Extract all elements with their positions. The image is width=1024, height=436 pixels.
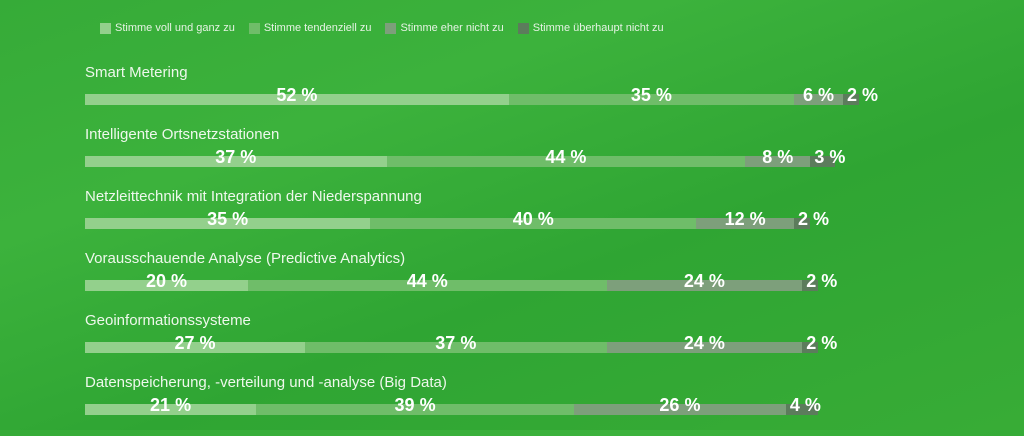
value-label: 2 % xyxy=(798,209,830,229)
bar-segment xyxy=(85,280,248,291)
value-label: 8 % xyxy=(762,147,794,167)
value-label: 2 % xyxy=(806,271,838,291)
bar-segment xyxy=(256,404,574,415)
value-label: 39 % xyxy=(394,395,436,415)
legend-item: Stimme eher nicht zu xyxy=(385,22,504,34)
value-label: 27 % xyxy=(174,333,216,353)
bar-segment xyxy=(85,342,306,353)
value-label: 35 % xyxy=(207,209,249,229)
category-label: Vorausschauende Analyse (Predictive Anal… xyxy=(85,250,406,267)
bar-segment xyxy=(696,218,795,229)
bar xyxy=(85,342,945,353)
bar-segment xyxy=(606,280,803,291)
bar-segment xyxy=(85,156,387,167)
category-label: Smart Metering xyxy=(85,64,188,81)
legend: Stimme voll und ganz zu Stimme tendenziel… xyxy=(100,22,664,34)
bar-segment xyxy=(85,404,257,415)
bar xyxy=(85,280,945,291)
category-label: Datenspeicherung, -verteilung und -analy… xyxy=(85,374,447,391)
bar xyxy=(85,404,945,415)
legend-swatch xyxy=(100,22,111,34)
bar-segment xyxy=(802,342,819,353)
bar-segment xyxy=(745,156,811,167)
legend-item: Stimme überhaupt nicht zu xyxy=(517,22,664,34)
bar-segment xyxy=(842,94,860,105)
legend-item: Stimme voll und ganz zu xyxy=(100,22,235,34)
value-label: 6 % xyxy=(802,85,835,105)
category-label: Geoinformationssysteme xyxy=(85,312,251,329)
bar-segment xyxy=(386,156,746,167)
value-label: 24 % xyxy=(683,271,725,291)
bar-segment xyxy=(802,280,819,291)
bar-row: Netzleittechnik mit Integration der Nied… xyxy=(85,188,985,250)
bar xyxy=(85,218,945,229)
bar-segment xyxy=(794,94,843,105)
value-label: 44 % xyxy=(406,271,448,291)
bar-row: Vorausschauende Analyse (Predictive Anal… xyxy=(85,250,985,312)
value-label: 4 % xyxy=(789,395,821,415)
bar-segment xyxy=(85,94,509,105)
value-label: 2 % xyxy=(806,333,838,353)
value-label: 37 % xyxy=(215,147,257,167)
bar-segment xyxy=(508,94,795,105)
value-label: 3 % xyxy=(814,147,846,167)
legend-label: Stimme eher nicht zu xyxy=(400,22,504,34)
legend-swatch xyxy=(517,22,529,34)
bar-segment xyxy=(305,342,607,353)
bar-segment xyxy=(794,218,811,229)
legend-swatch xyxy=(385,22,397,34)
value-label: 35 % xyxy=(630,85,672,105)
value-label: 40 % xyxy=(512,209,554,229)
value-label: 44 % xyxy=(545,147,587,167)
bar-segment xyxy=(248,280,607,291)
bar-segment xyxy=(785,404,819,415)
value-label: 21 % xyxy=(150,395,192,415)
legend-item: Stimme tendenziell zu xyxy=(248,22,372,34)
bar-row: Geoinformationssysteme 27 % 37 % 24 % 2 % xyxy=(85,312,985,374)
bar-row: Datenspeicherung, -verteilung und -analy… xyxy=(85,374,985,436)
value-label: 52 % xyxy=(276,85,318,105)
legend-label: Stimme überhaupt nicht zu xyxy=(532,22,664,34)
bar xyxy=(85,94,945,105)
value-label: 20 % xyxy=(145,271,188,291)
value-label: 26 % xyxy=(659,395,701,415)
bar-segment xyxy=(810,156,835,167)
value-label: 2 % xyxy=(846,85,878,105)
legend-swatch xyxy=(248,22,260,34)
value-label: 37 % xyxy=(435,333,477,353)
legend-label: Stimme tendenziell zu xyxy=(263,22,372,34)
bar-segment xyxy=(85,218,371,229)
bar-segment xyxy=(370,218,697,229)
bar-segment xyxy=(606,342,803,353)
bar-row: Smart Metering 52 % 35 % 6 % 2 % xyxy=(85,64,985,126)
bar-row: Intelligente Ortsnetzstationen 37 % 44 % 8 … xyxy=(85,126,985,188)
category-label: Intelligente Ortsnetzstationen xyxy=(85,126,280,143)
value-label: 24 % xyxy=(683,333,725,353)
value-label: 12 % xyxy=(724,209,766,229)
legend-label: Stimme voll und ganz zu xyxy=(115,22,235,34)
bar-segment xyxy=(574,404,786,415)
bar xyxy=(85,156,945,167)
category-label: Netzleittechnik mit Integration der Nied… xyxy=(85,188,422,205)
